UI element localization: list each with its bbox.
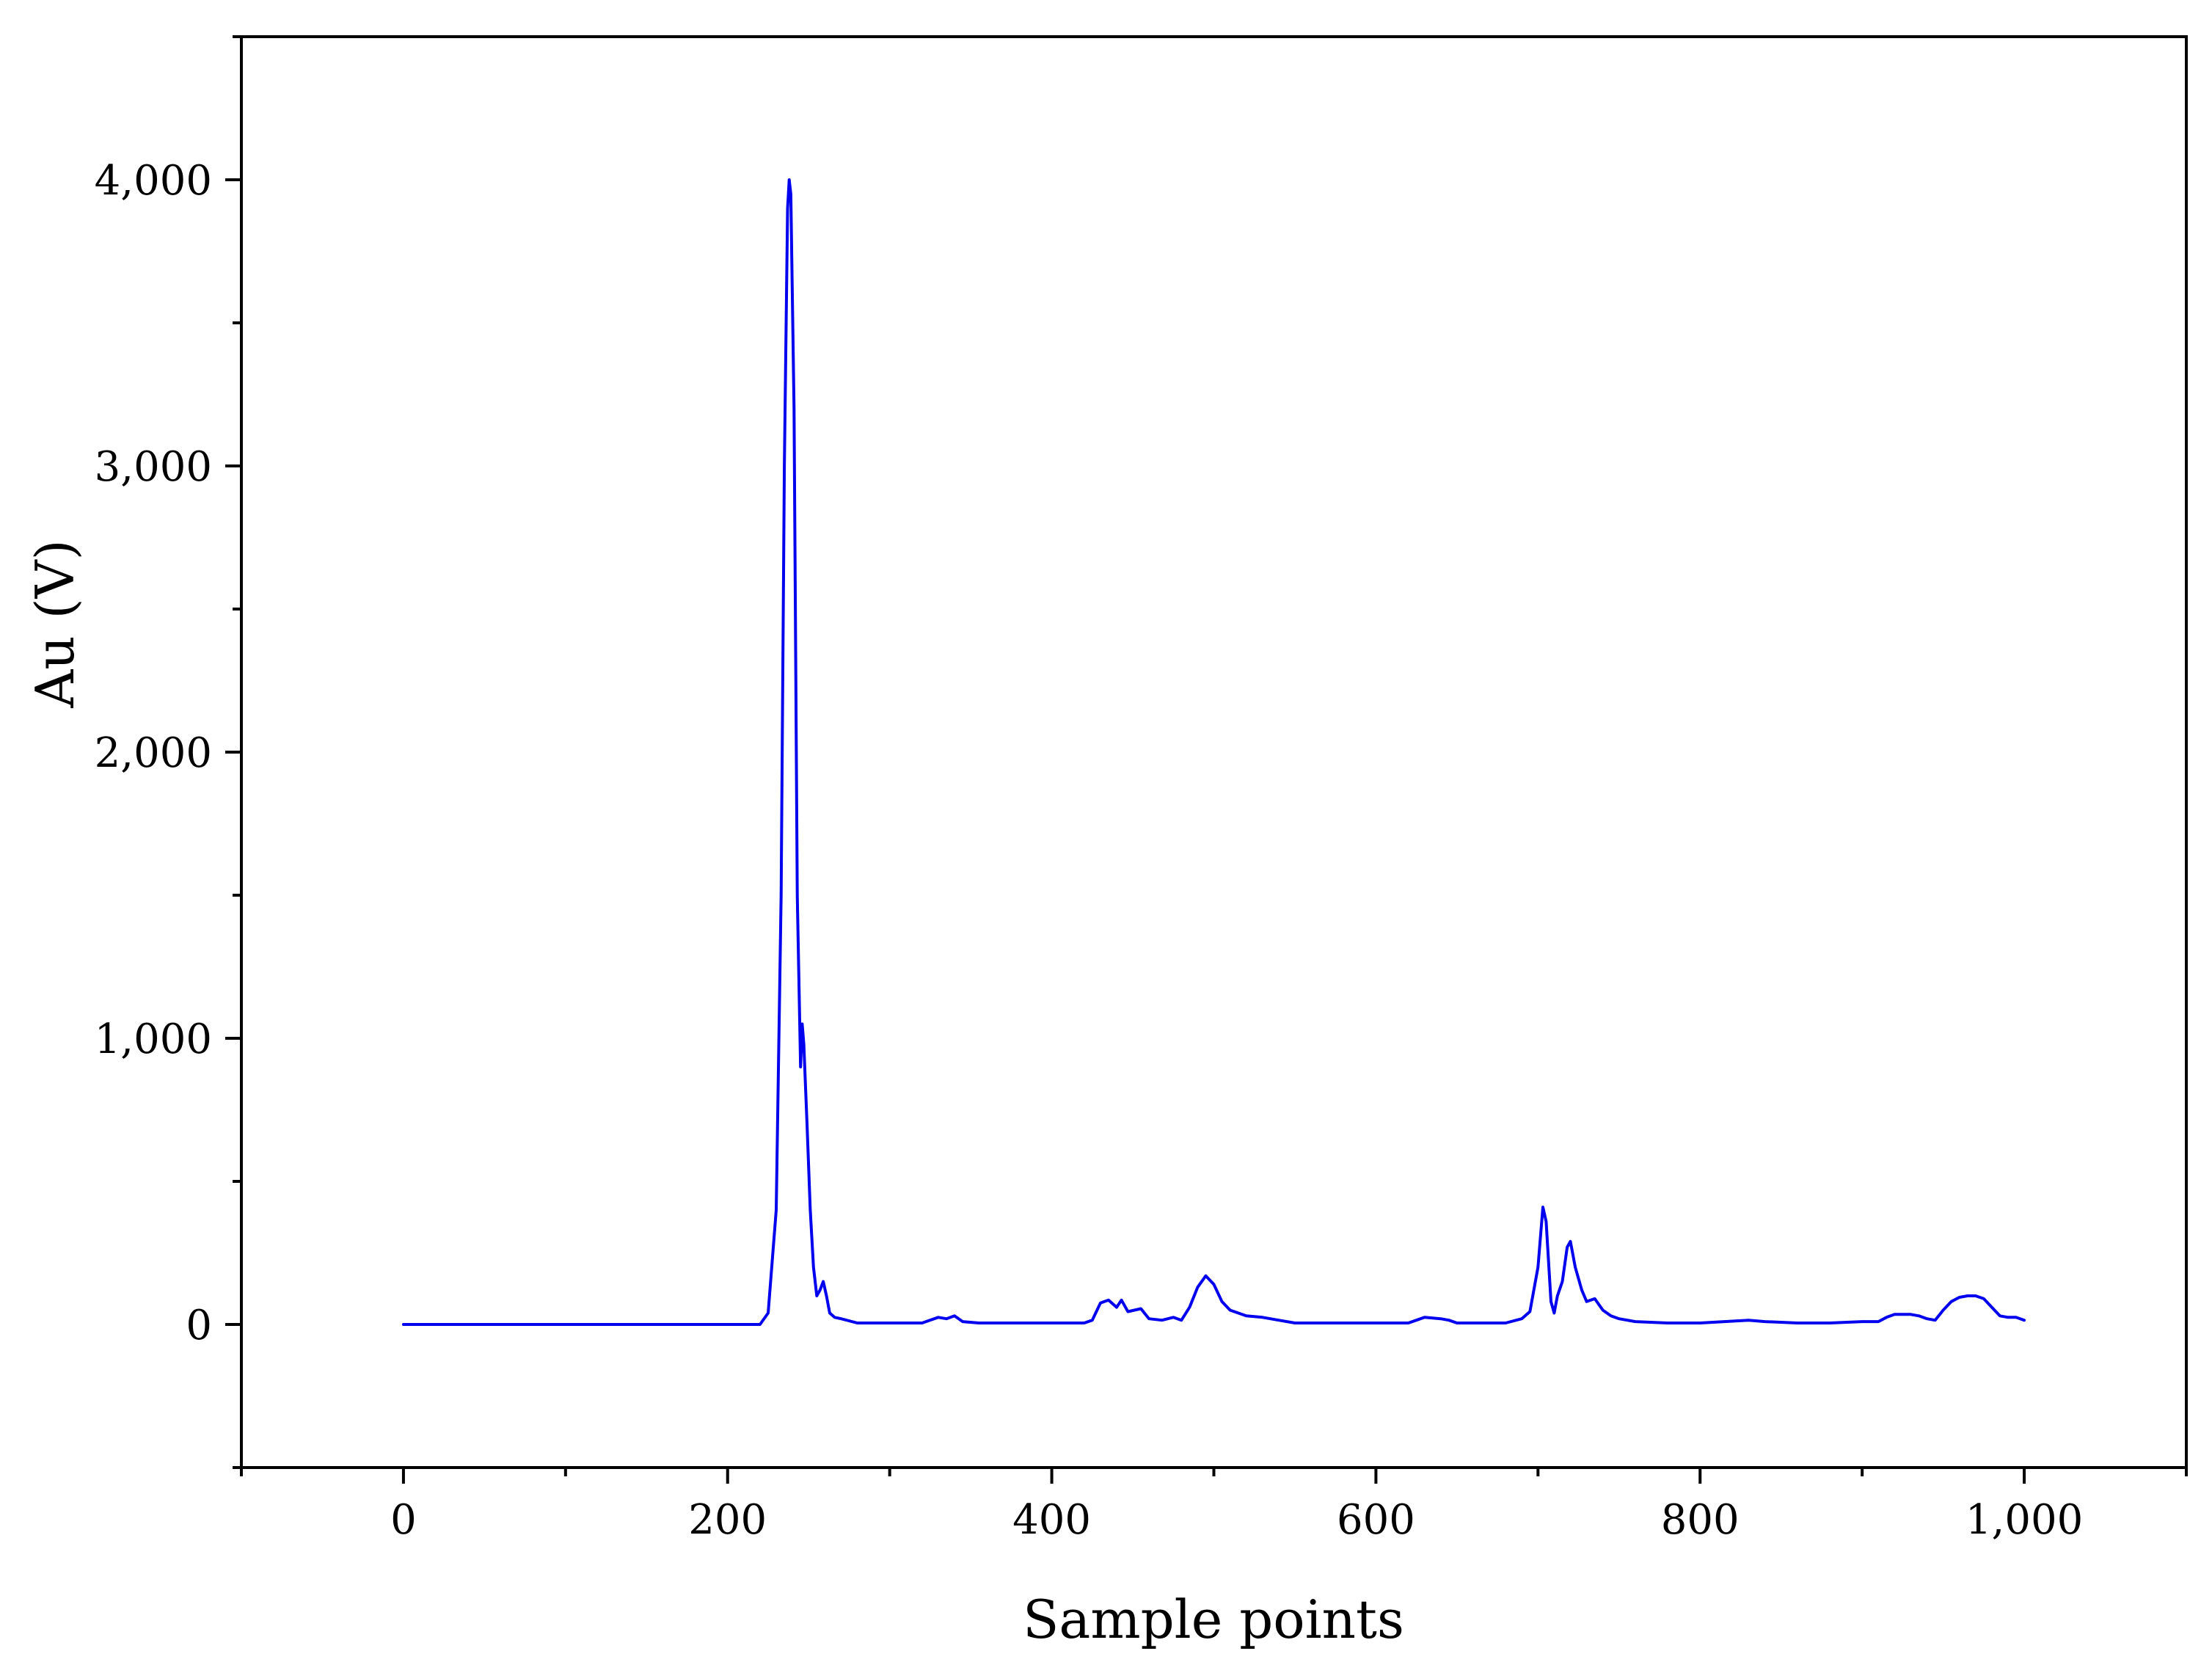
x-tick-label: 400 bbox=[1012, 1496, 1091, 1544]
x-tick-label: 0 bbox=[390, 1496, 417, 1544]
y-axis-title: Au (V) bbox=[24, 539, 86, 708]
x-axis-title: Sample points bbox=[1023, 1589, 1404, 1650]
y-tick-label: 0 bbox=[186, 1302, 212, 1349]
x-tick-label: 200 bbox=[688, 1496, 767, 1544]
x-tick-label: 800 bbox=[1661, 1496, 1740, 1544]
series-layer bbox=[401, 178, 2026, 1326]
series-line-0 bbox=[401, 178, 2026, 1326]
y-tick-label: 3,000 bbox=[95, 443, 212, 491]
plot-frame bbox=[240, 35, 2188, 1469]
x-tick-label: 600 bbox=[1337, 1496, 1415, 1544]
y-axis-ticks: 0 1,000 2,000 3,000 4,000 bbox=[95, 35, 241, 1469]
y-tick-label: 4,000 bbox=[95, 157, 212, 205]
y-tick-label: 2,000 bbox=[95, 729, 212, 777]
x-tick-label: 1,000 bbox=[1965, 1496, 2083, 1544]
y-tick-label: 1,000 bbox=[95, 1016, 212, 1063]
x-axis-ticks: 0 200 400 600 800 1,000 bbox=[240, 1468, 2188, 1544]
